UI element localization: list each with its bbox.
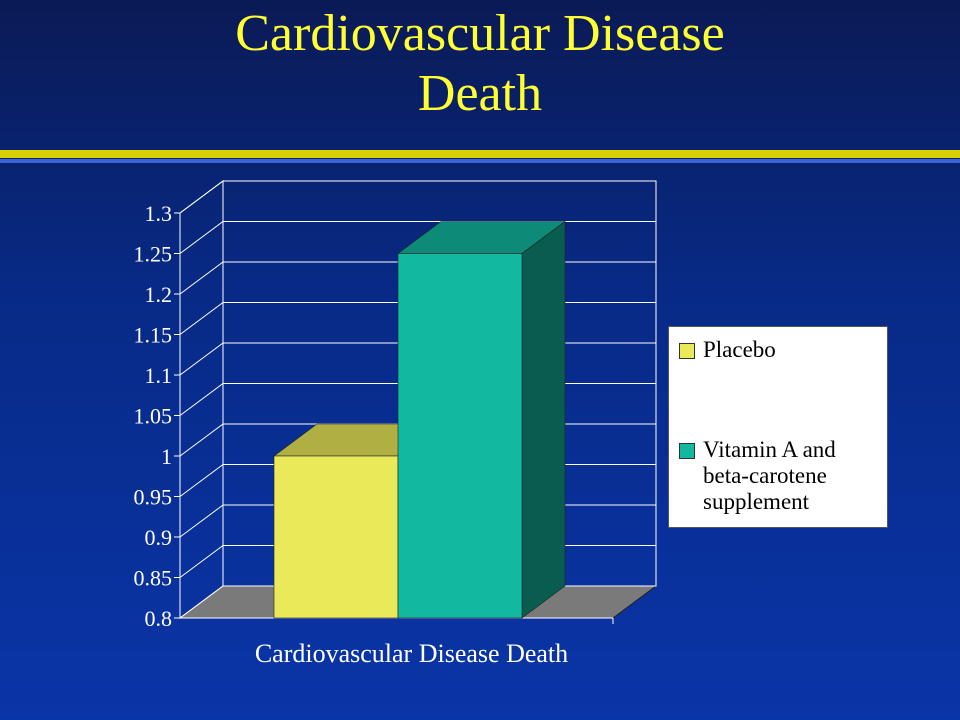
chart-legend: Placebo Vitamin A and beta-carotene supp…: [668, 326, 888, 528]
y-tick-label: 1.05: [134, 404, 173, 429]
y-tick-label: 1.1: [145, 363, 173, 388]
title-line-1: Cardiovascular Disease: [235, 5, 725, 62]
y-tick-label: 1: [161, 444, 172, 469]
bar-supplement: [397, 253, 523, 619]
legend-item-supplement: Vitamin A and beta-carotene supplement: [679, 437, 893, 515]
y-tick-label: 0.8: [145, 606, 173, 631]
legend-swatch-placebo: [679, 343, 695, 359]
slide-title: Cardiovascular Disease Death: [0, 4, 960, 124]
y-tick-label: 1.3: [145, 201, 173, 226]
legend-label-placebo: Placebo: [703, 337, 776, 362]
legend-label-supplement: Vitamin A and beta-carotene supplement: [703, 437, 836, 514]
y-tick-label: 0.85: [134, 566, 173, 591]
y-tick-label: 0.9: [145, 525, 173, 550]
y-tick-label: 1.25: [134, 242, 173, 267]
bar-placebo: [273, 455, 399, 619]
legend-swatch-supplement: [679, 443, 695, 459]
title-rule-yellow: [0, 150, 960, 158]
x-category-label: Cardiovascular Disease Death: [255, 639, 568, 668]
gridline: [179, 180, 656, 214]
title-rule-blue: [0, 159, 960, 163]
bar-side-supplement: [521, 220, 566, 619]
title-line-2: Death: [417, 65, 543, 122]
legend-item-placebo: Placebo: [679, 337, 893, 363]
y-tick-label: 1.2: [145, 282, 173, 307]
y-tick-label: 1.15: [134, 323, 173, 348]
y-tick-label: 0.95: [134, 485, 173, 510]
